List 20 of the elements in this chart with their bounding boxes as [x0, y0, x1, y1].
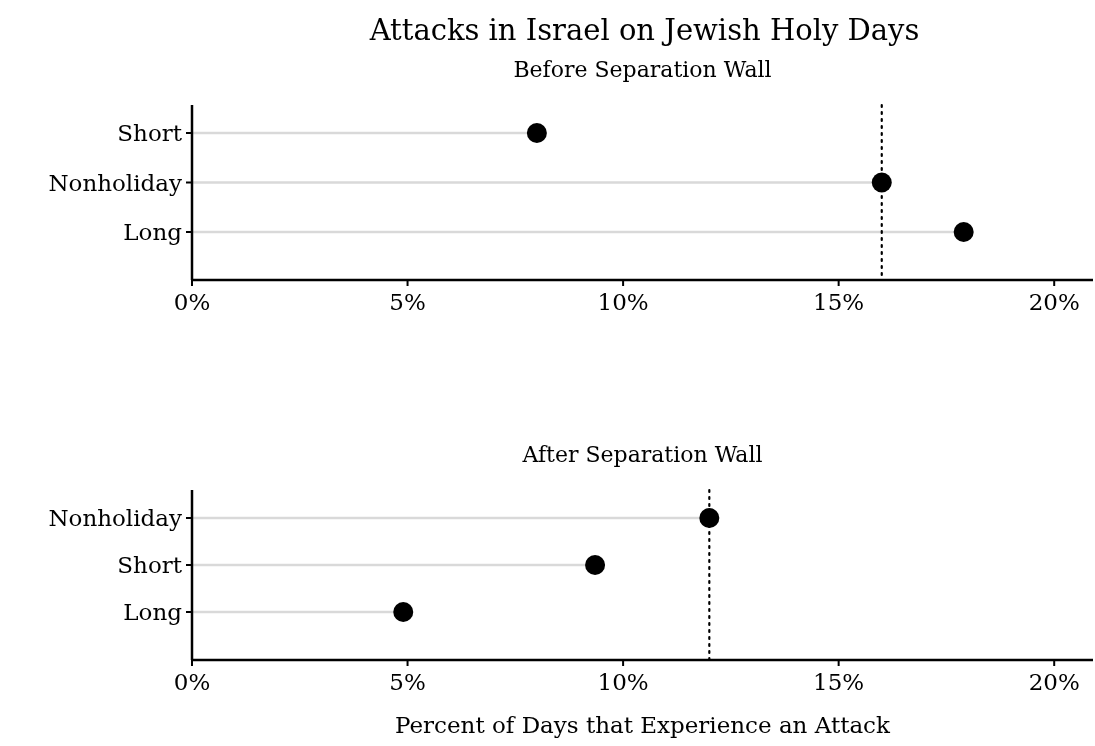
x-tick-label: 5% — [389, 289, 426, 315]
chart-subtitle: After Separation Wall — [521, 442, 763, 467]
x-tick-label: 5% — [389, 669, 426, 695]
x-tick-label: 10% — [597, 289, 649, 315]
y-tick-label: Nonholiday — [48, 169, 182, 196]
y-tick-label: Short — [117, 552, 183, 579]
chart-subtitle: Before Separation Wall — [513, 57, 772, 82]
x-tick-label: 15% — [813, 289, 865, 315]
x-tick-label: 10% — [597, 669, 649, 695]
chart-title: Attacks in Israel on Jewish Holy Days — [368, 13, 920, 47]
x-tick-label: 0% — [173, 669, 211, 695]
y-tick-label: Short — [117, 120, 183, 147]
y-tick-label: Nonholiday — [48, 505, 182, 532]
x-tick-label: 15% — [813, 669, 865, 695]
x-axis-title: Percent of Days that Experience an Attack — [395, 712, 891, 738]
x-tick-label: 20% — [1028, 669, 1080, 695]
y-tick-label: Long — [123, 219, 183, 246]
x-tick-label: 20% — [1028, 289, 1080, 315]
y-tick-label: Long — [123, 599, 183, 626]
x-tick-label: 0% — [173, 289, 211, 315]
